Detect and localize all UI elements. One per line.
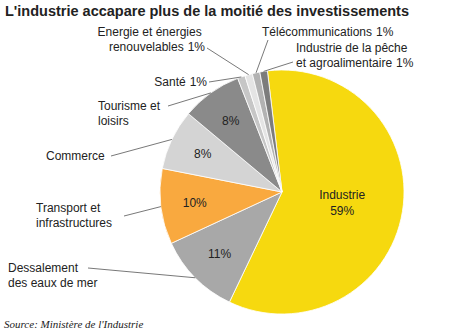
- leader-line: [256, 40, 268, 73]
- category-label: Dessalement des eaux de mer: [8, 261, 97, 290]
- category-label-line: loisirs: [98, 114, 129, 128]
- category-label-line: et agroalimentaire: [296, 56, 392, 70]
- category-label: Commerce: [46, 149, 105, 163]
- category-label-line: Transport et: [36, 201, 104, 215]
- category-label-line: Commerce: [46, 149, 105, 163]
- value-label: 1%: [188, 40, 206, 54]
- slices: [160, 70, 404, 314]
- category-label: Industrie de la pêche et agroalimentaire: [296, 41, 411, 70]
- value-label: 10%: [183, 196, 207, 210]
- leader-line: [264, 62, 293, 71]
- value-label: 1%: [190, 75, 208, 89]
- category-label-line: des eaux de mer: [8, 276, 97, 290]
- labels: Industrie 59% Dessalement des eaux de mer 1…: [8, 25, 414, 290]
- value-label: 11%: [208, 247, 231, 261]
- pie: [160, 70, 404, 314]
- title: L'industrie accapare plus de la moitié d…: [5, 3, 409, 19]
- leader-line: [209, 77, 241, 82]
- source: Source: Ministère de l'Industrie: [4, 318, 143, 330]
- category-label: Santé: [154, 75, 186, 89]
- leader-line: [168, 93, 211, 106]
- category-label-line: Dessalement: [8, 261, 81, 275]
- value-label: 8%: [194, 147, 212, 161]
- chart-svg: L'industrie accapare plus de la moitié d…: [0, 0, 454, 334]
- value-label: 59%: [330, 204, 354, 218]
- category-label: Télécommunications: [262, 25, 372, 39]
- value-label: 1%: [396, 56, 414, 70]
- value-label: 8%: [222, 114, 240, 128]
- category-label: Energie et énergies renouvelables: [98, 25, 205, 54]
- slice: [260, 71, 282, 192]
- category-label-line: Tourisme et: [98, 99, 163, 113]
- category-label: Tourisme et loisirs: [98, 99, 163, 128]
- leader-line: [207, 48, 249, 75]
- category-label: Transport et infrastructures: [36, 201, 112, 230]
- category-label-line: Industrie de la pêche: [296, 41, 411, 55]
- leader-line: [124, 207, 161, 216]
- value-label: 1%: [376, 25, 394, 39]
- chart-container: L'industrie accapare plus de la moitié d…: [0, 0, 454, 334]
- background: [0, 0, 454, 334]
- category-label-line: infrastructures: [36, 216, 112, 230]
- category-label-line: Energie et énergies: [98, 25, 205, 39]
- leader-line: [111, 139, 172, 156]
- category-label-line: Télécommunications: [262, 25, 372, 39]
- category-label-line: Santé: [154, 75, 186, 89]
- category-label: Industrie: [319, 188, 365, 202]
- leader-lines: [88, 40, 293, 278]
- category-label-line: renouvelables: [109, 40, 184, 54]
- leader-line: [88, 268, 195, 278]
